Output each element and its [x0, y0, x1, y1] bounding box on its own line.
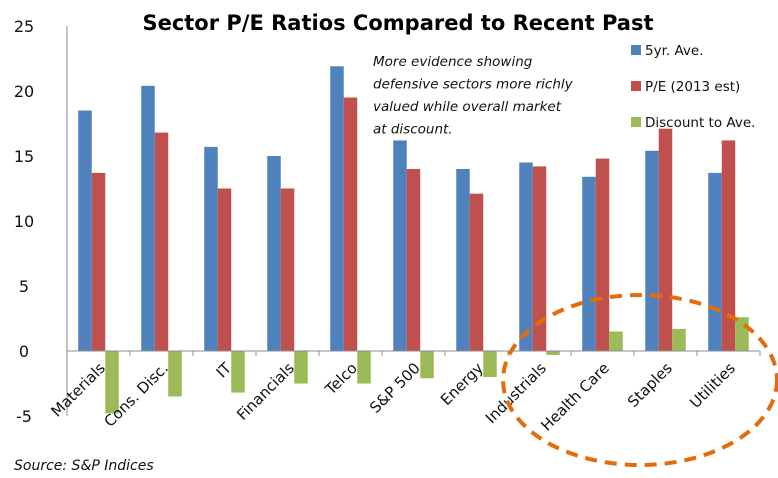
bar-discount-to-ave-energy — [483, 351, 497, 377]
bar-5yr-ave-staples — [645, 150, 659, 351]
bar-discount-to-ave-cons-disc — [168, 351, 182, 397]
bar-p-e-2013-est-health-care — [595, 158, 610, 351]
bar-p-e-2013-est-cons-disc — [154, 132, 169, 351]
category-label: Telco — [321, 359, 361, 399]
highlight-ellipse — [501, 293, 778, 467]
bar-discount-to-ave-s-p-500 — [420, 351, 434, 379]
legend: 5yr. Ave. P/E (2013 est) Discount to Ave. — [631, 43, 755, 131]
bar-5yr-ave-industrials — [519, 162, 533, 351]
bar-p-e-2013-est-s-p-500 — [406, 169, 421, 351]
annotation-line: at discount. — [373, 122, 453, 138]
bar-5yr-ave-materials — [78, 110, 92, 351]
bar-discount-to-ave-financials — [294, 351, 308, 384]
bars — [78, 66, 749, 414]
bar-p-e-2013-est-energy — [469, 193, 484, 351]
bar-5yr-ave-s-p-500 — [393, 140, 407, 351]
bar-discount-to-ave-staples — [672, 328, 686, 351]
bar-p-e-2013-est-staples — [658, 128, 673, 351]
y-tick-label: 5 — [19, 277, 29, 296]
category-label: Utilities — [686, 359, 739, 412]
category-label: Energy — [437, 359, 487, 409]
bar-discount-to-ave-industrials — [546, 351, 560, 355]
y-tick-label: -5 — [16, 407, 32, 426]
legend-swatch — [631, 81, 641, 91]
legend-label: 5yr. Ave. — [645, 43, 704, 59]
bar-5yr-ave-it — [204, 146, 218, 351]
bar-5yr-ave-health-care — [582, 176, 596, 351]
bar-discount-to-ave-telco — [357, 351, 371, 384]
bar-p-e-2013-est-utilities — [721, 140, 736, 351]
legend-label: Discount to Ave. — [645, 115, 755, 131]
legend-swatch — [631, 45, 641, 55]
legend-label: P/E (2013 est) — [645, 79, 740, 95]
bar-5yr-ave-energy — [456, 169, 470, 351]
category-label: Staples — [624, 359, 676, 411]
category-label: S&P 500 — [366, 359, 424, 417]
bar-discount-to-ave-it — [231, 351, 245, 393]
bar-5yr-ave-financials — [267, 156, 281, 351]
legend-swatch — [631, 117, 641, 127]
bar-discount-to-ave-materials — [105, 351, 119, 414]
y-axis-ticks: 25 20 15 10 5 0 -5 — [14, 17, 34, 426]
source-note: Source: S&P Indices — [14, 458, 154, 474]
annotation-line: defensive sectors more richly — [373, 77, 574, 93]
bar-5yr-ave-cons-disc — [141, 85, 155, 352]
bar-p-e-2013-est-telco — [343, 97, 358, 351]
bar-p-e-2013-est-financials — [280, 188, 295, 351]
bar-discount-to-ave-health-care — [609, 331, 623, 351]
category-label: Materials — [48, 359, 109, 420]
chart-title: Sector P/E Ratios Compared to Recent Pas… — [142, 11, 653, 35]
y-tick-label: 15 — [14, 147, 34, 166]
annotation-note: More evidence showing defensive sectors m… — [373, 54, 574, 138]
bar-p-e-2013-est-it — [217, 188, 232, 351]
annotation-line: valued while overall market — [373, 99, 562, 115]
bar-discount-to-ave-utilities — [735, 317, 749, 351]
y-tick-label: 25 — [14, 17, 34, 36]
bar-5yr-ave-utilities — [708, 172, 722, 351]
y-tick-label: 20 — [14, 82, 34, 101]
bar-p-e-2013-est-materials — [91, 172, 106, 351]
category-label: Health Care — [537, 359, 612, 434]
bar-5yr-ave-telco — [330, 66, 344, 352]
bar-p-e-2013-est-industrials — [532, 166, 547, 351]
annotation-line: More evidence showing — [373, 54, 533, 70]
y-tick-label: 0 — [19, 342, 29, 361]
y-tick-label: 10 — [14, 212, 34, 231]
